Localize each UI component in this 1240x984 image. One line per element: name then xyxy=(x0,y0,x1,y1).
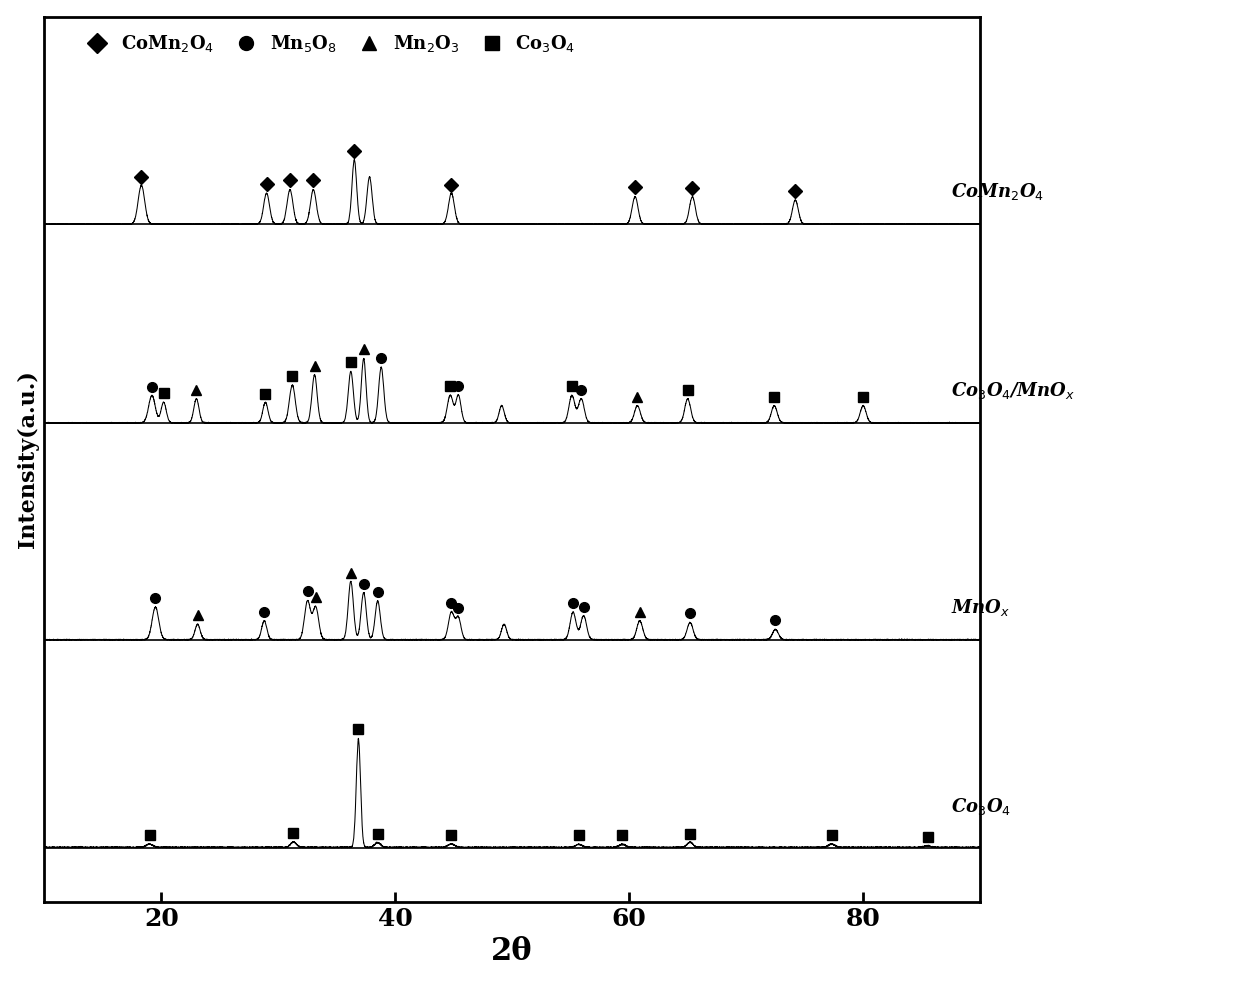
X-axis label: 2θ: 2θ xyxy=(491,937,533,967)
Legend: CoMn$_2$O$_4$, Mn$_5$O$_8$, Mn$_2$O$_3$, Co$_3$O$_4$: CoMn$_2$O$_4$, Mn$_5$O$_8$, Mn$_2$O$_3$,… xyxy=(72,26,583,61)
Text: Co$_3$O$_4$/MnO$_x$: Co$_3$O$_4$/MnO$_x$ xyxy=(951,380,1075,401)
Text: CoMn$_2$O$_4$: CoMn$_2$O$_4$ xyxy=(951,181,1044,203)
Y-axis label: Intensity(a.u.): Intensity(a.u.) xyxy=(16,370,38,548)
Text: Co$_3$O$_4$: Co$_3$O$_4$ xyxy=(951,796,1011,817)
Text: MnO$_x$: MnO$_x$ xyxy=(951,597,1009,618)
